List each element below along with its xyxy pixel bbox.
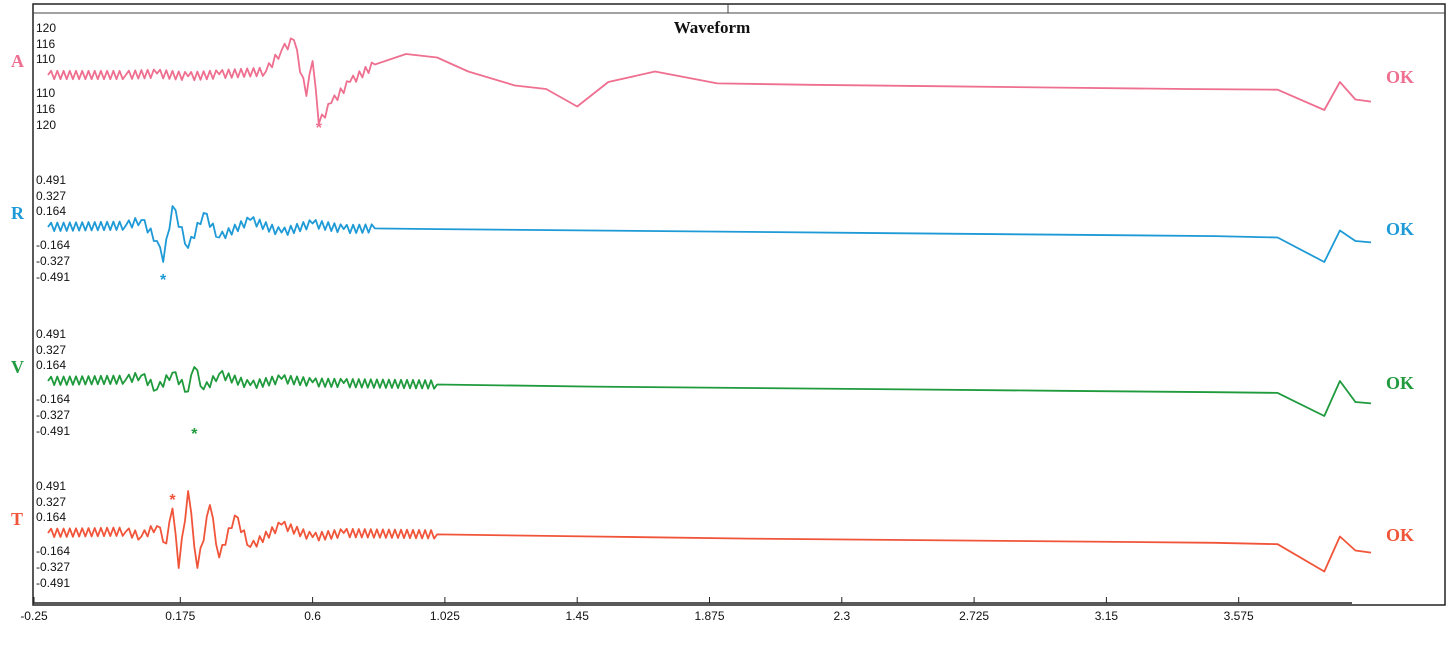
y-tick-label: 0.327	[36, 343, 66, 357]
channel-label: A	[11, 51, 24, 71]
y-tick-label: 120	[36, 21, 56, 35]
waveform-line	[47, 366, 1372, 417]
x-tick-label: 2.725	[959, 609, 989, 623]
x-tick-label: 2.3	[833, 609, 850, 623]
y-tick-label: -0.327	[36, 254, 70, 268]
y-tick-label: 110	[36, 52, 55, 66]
y-tick-label: -0.164	[36, 238, 70, 252]
waveform-line	[47, 490, 1372, 573]
y-tick-label: 0.491	[36, 327, 66, 341]
y-tick-label: -0.164	[36, 392, 70, 406]
x-tick-label: 3.15	[1095, 609, 1119, 623]
y-tick-label: 116	[36, 37, 55, 51]
waveform-line	[47, 205, 1372, 263]
pick-marker: *	[191, 426, 198, 443]
y-tick-label: 116	[36, 102, 55, 116]
x-axis: -0.25 0.175 0.6 1.025 1.45 1.875 2.3 2.725 3.15 3…	[20, 597, 1352, 623]
status-ok: OK	[1386, 525, 1414, 545]
status-ok: OK	[1386, 373, 1414, 393]
channel-label: V	[11, 357, 24, 377]
y-tick-label: 110	[36, 86, 55, 100]
x-tick-label: 3.575	[1224, 609, 1254, 623]
x-tick-label: -0.25	[20, 609, 48, 623]
y-tick-label: 0.164	[36, 204, 66, 218]
status-ok: OK	[1386, 67, 1414, 87]
x-tick-label: 1.45	[566, 609, 590, 623]
y-tick-label: 0.164	[36, 510, 66, 524]
chart-frame	[32, 3, 1446, 606]
pick-marker: *	[160, 272, 167, 289]
waveform-line	[47, 37, 1372, 125]
pick-marker: *	[169, 492, 176, 509]
y-tick-label: 0.327	[36, 495, 66, 509]
y-tick-label: 0.164	[36, 358, 66, 372]
y-tick-label: -0.491	[36, 424, 70, 438]
y-tick-label: -0.491	[36, 270, 70, 284]
x-tick-label: 1.875	[694, 609, 724, 623]
y-tick-label: -0.327	[36, 560, 70, 574]
status-ok: OK	[1386, 219, 1414, 239]
y-tick-label: 0.327	[36, 189, 66, 203]
y-tick-label: 120	[36, 118, 56, 132]
channel-label: R	[11, 203, 25, 223]
chart-title: Waveform	[674, 18, 750, 37]
y-tick-label: -0.164	[36, 544, 70, 558]
channel-label: T	[11, 509, 23, 529]
x-tick-label: 0.175	[165, 609, 195, 623]
pick-marker: *	[316, 120, 323, 137]
x-tick-label: 0.6	[304, 609, 321, 623]
y-tick-label: -0.491	[36, 576, 70, 590]
y-tick-label: -0.327	[36, 408, 70, 422]
x-tick-label: 1.025	[430, 609, 460, 623]
y-tick-label: 0.491	[36, 479, 66, 493]
y-tick-label: 0.491	[36, 173, 66, 187]
